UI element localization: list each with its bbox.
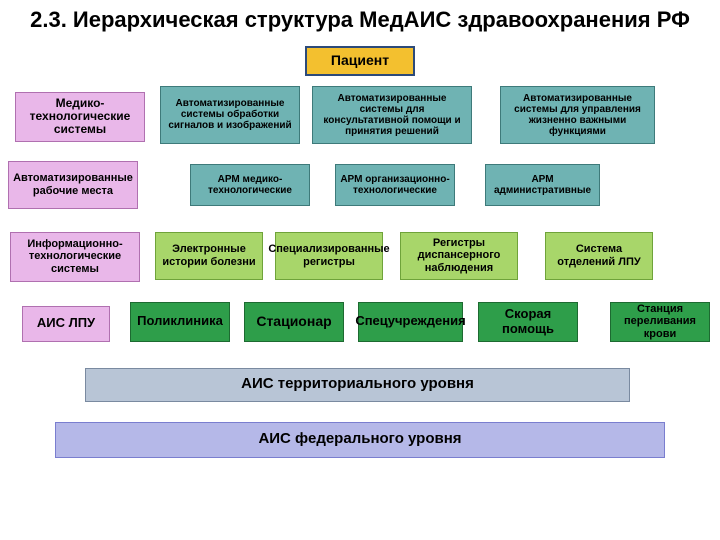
row4-item-2: Стационар (244, 302, 344, 342)
row3-item-2-label: Специализированные регистры (268, 243, 389, 267)
row2-item-3: АРМ административные (485, 164, 600, 206)
patient-label: Пациент (331, 53, 389, 68)
row4-item-3: Спецучреждения (358, 302, 463, 342)
row2-item-2-label: АРМ организационно-технологические (340, 174, 450, 196)
row1-category: Медико-технологические системы (15, 92, 145, 142)
row2-category: Автоматизированные рабочие места (8, 161, 138, 209)
row4-item-4: Скорая помощь (478, 302, 578, 342)
federal-box: АИС федерального уровня (55, 422, 665, 458)
row2-category-label: Автоматизированные рабочие места (13, 172, 133, 196)
row4-item-1-label: Поликлиника (137, 314, 223, 328)
row4-item-3-label: Спецучреждения (355, 314, 465, 328)
row1-item-1-label: Автоматизированные системы обработки сиг… (165, 98, 295, 131)
row3-item-3-label: Регистры диспансерного наблюдения (405, 237, 513, 273)
row3-item-1: Электронные истории болезни (155, 232, 263, 280)
row3-item-4: Система отделений ЛПУ (545, 232, 653, 280)
row4-item-5: Станция переливания крови (610, 302, 710, 342)
row1-item-2-label: Автоматизированные системы для консульта… (317, 93, 467, 137)
row1-category-label: Медико-технологические системы (20, 97, 140, 137)
row3-item-1-label: Электронные истории болезни (160, 243, 258, 267)
row3-item-3: Регистры диспансерного наблюдения (400, 232, 518, 280)
federal-label: АИС федерального уровня (258, 431, 461, 448)
page-title: 2.3. Иерархическая структура МедАИС здра… (0, 0, 720, 36)
row1-item-3: Автоматизированные системы для управлени… (500, 86, 655, 144)
patient-box: Пациент (305, 46, 415, 76)
row4-category: АИС ЛПУ (22, 306, 110, 342)
row1-item-3-label: Автоматизированные системы для управлени… (505, 93, 650, 137)
row3-item-4-label: Система отделений ЛПУ (550, 243, 648, 267)
row2-item-3-label: АРМ административные (490, 174, 595, 196)
row2-item-1: АРМ медико-технологические (190, 164, 310, 206)
row1-item-2: Автоматизированные системы для консульта… (312, 86, 472, 144)
row4-item-5-label: Станция переливания крови (615, 303, 705, 339)
row4-category-label: АИС ЛПУ (37, 316, 95, 330)
row4-item-4-label: Скорая помощь (483, 307, 573, 336)
row3-category: Информационно-технологические системы (10, 232, 140, 282)
row1-item-1: Автоматизированные системы обработки сиг… (160, 86, 300, 144)
row2-item-2: АРМ организационно-технологические (335, 164, 455, 206)
territorial-label: АИС территориального уровня (241, 376, 474, 393)
row3-category-label: Информационно-технологические системы (15, 238, 135, 274)
row4-item-2-label: Стационар (256, 314, 331, 329)
row3-item-2: Специализированные регистры (275, 232, 383, 280)
row4-item-1: Поликлиника (130, 302, 230, 342)
territorial-box: АИС территориального уровня (85, 368, 630, 402)
row2-item-1-label: АРМ медико-технологические (195, 174, 305, 196)
